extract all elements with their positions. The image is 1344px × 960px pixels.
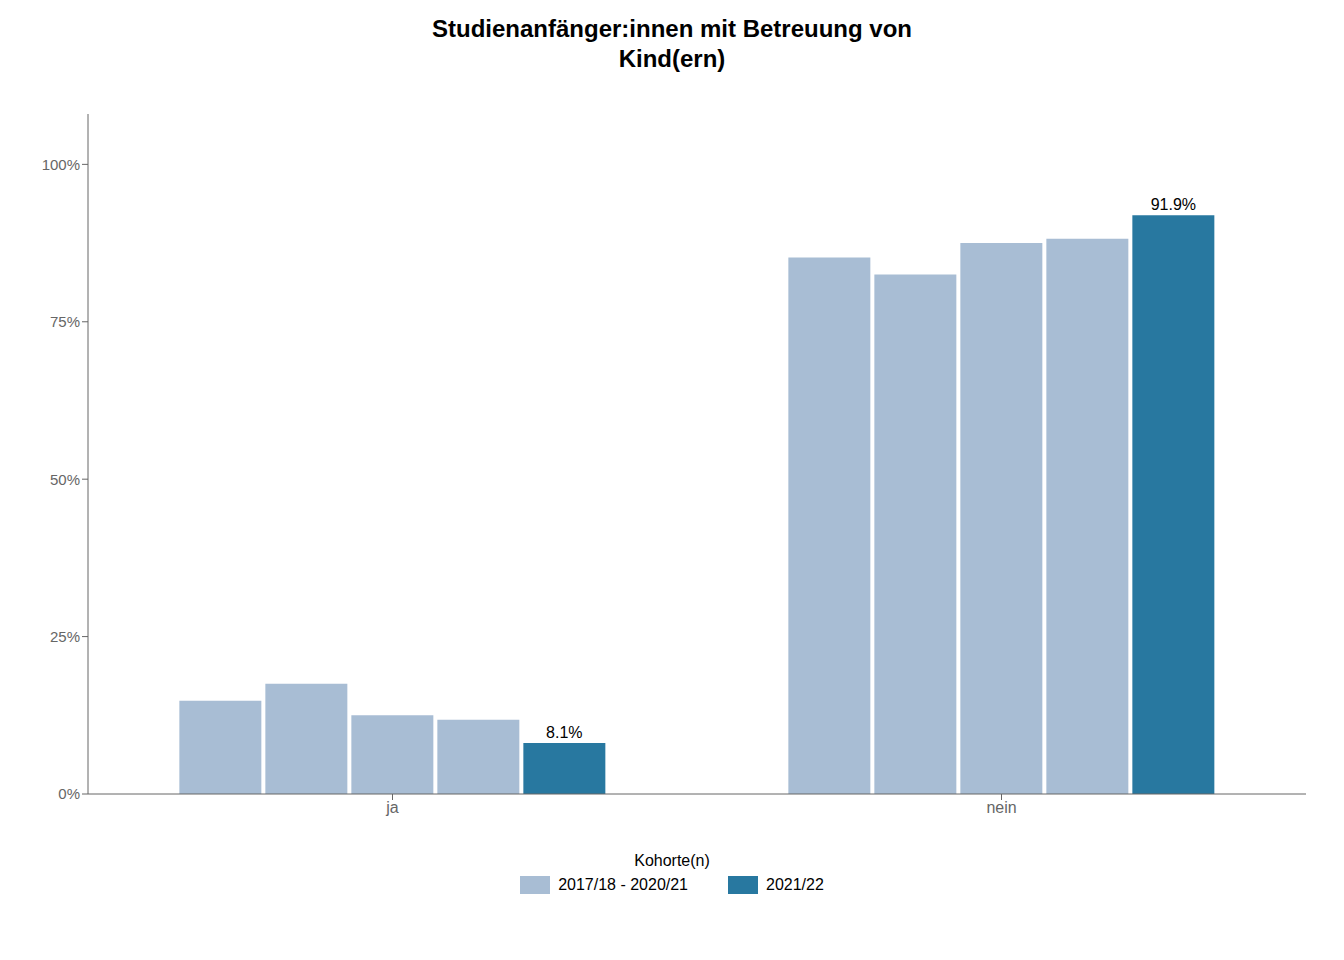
html-text:2017/18 - 2020/21: 2017/18 - 2020/21 — [558, 876, 688, 893]
html-text:Studienanfänger:innen mit Betr: Studienanfänger:innen mit Betreuung von — [432, 15, 912, 42]
html-text:2021/22: 2021/22 — [766, 876, 824, 893]
svg-text:25%: 25% — [50, 628, 80, 645]
svg-text:0%: 0% — [58, 785, 80, 802]
svg-text:100%: 100% — [42, 156, 80, 173]
svg-text:8.1%: 8.1% — [546, 724, 582, 741]
html-text:Kind(ern): Kind(ern) — [618, 45, 726, 72]
html-text:Kohorte(n): Kohorte(n) — [634, 852, 710, 869]
svg-text:ja: ja — [385, 799, 399, 816]
svg-text:nein: nein — [986, 799, 1016, 816]
svg-text:50%: 50% — [50, 471, 80, 488]
svg-text:75%: 75% — [50, 313, 80, 330]
svg-text:91.9%: 91.9% — [1151, 196, 1196, 213]
